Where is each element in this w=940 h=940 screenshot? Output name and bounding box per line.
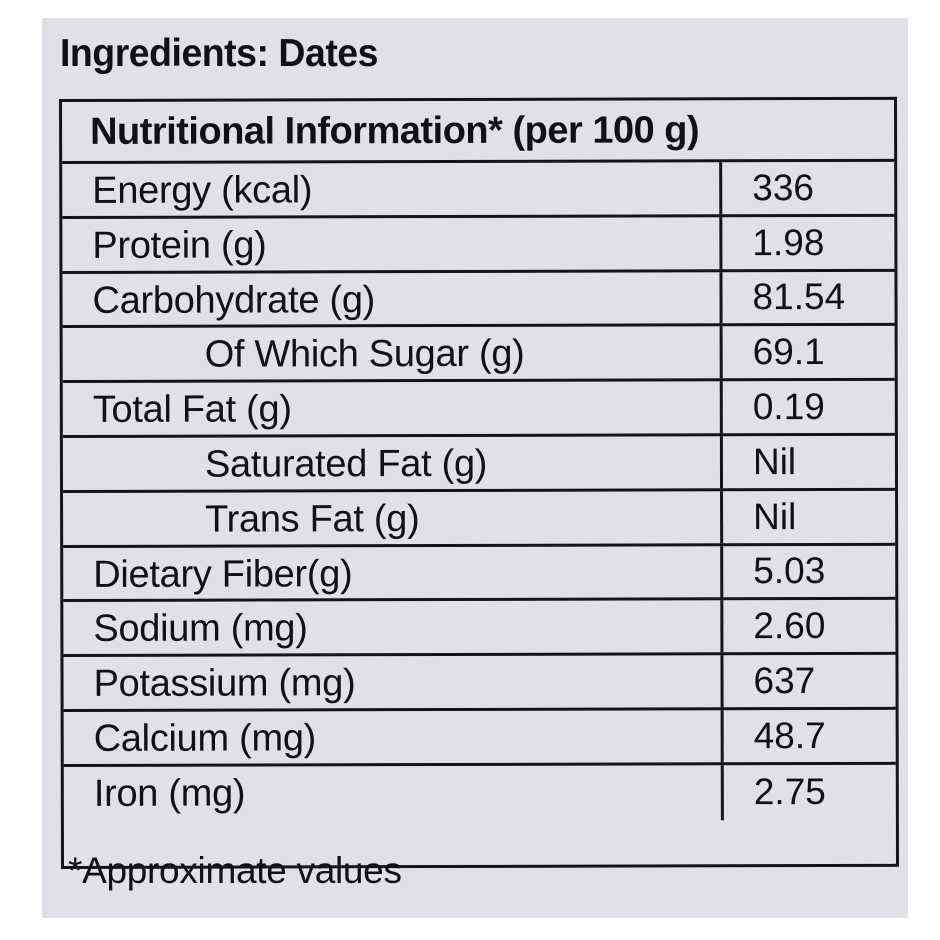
- row-name: Calcium (mg): [93, 717, 317, 760]
- row-value: Nil: [719, 435, 896, 489]
- table-row-energy: Energy (kcal) 336: [62, 161, 895, 219]
- table-row-carbohydrate: Carbohydrate (g) 81.54: [62, 271, 895, 329]
- row-value: 2.60: [720, 600, 896, 653]
- row-value: 5.03: [720, 545, 896, 598]
- row-value: Nil: [720, 490, 896, 543]
- table-row-sugar: Of Which Sugar (g) 69.1: [62, 326, 895, 384]
- table-row-dietary-fiber: Dietary Fiber(g) 5.03: [63, 545, 896, 603]
- row-value: 48.7: [720, 709, 896, 763]
- row-value: 69.1: [719, 326, 895, 379]
- row-value: 81.54: [719, 271, 895, 324]
- row-name: Protein (g): [92, 224, 267, 267]
- table-heading: Nutritional Information* (per 100 g): [90, 109, 700, 153]
- table-row-iron: Iron (mg) 2.75: [64, 764, 896, 822]
- table-row-sodium: Sodium (mg) 2.60: [63, 600, 896, 658]
- ingredients-heading: Ingredients: Dates: [60, 32, 378, 75]
- row-name: Iron (mg): [93, 772, 246, 815]
- row-name: Of Which Sugar (g): [204, 333, 525, 377]
- row-value: 2.75: [720, 764, 896, 820]
- row-name: Saturated Fat (g): [204, 442, 488, 486]
- row-name: Energy (kcal): [92, 169, 313, 212]
- row-value: 1.98: [719, 216, 895, 269]
- nutrition-table: Nutritional Information* (per 100 g) Ene…: [59, 96, 900, 869]
- row-name: Sodium (mg): [93, 607, 308, 651]
- table-row-total-fat: Total Fat (g) 0.19: [62, 381, 895, 438]
- row-value: 637: [720, 654, 896, 708]
- table-row-trans-fat: Trans Fat (g) Nil: [63, 490, 896, 548]
- table-row-protein: Protein (g) 1.98: [62, 216, 895, 274]
- row-name: Total Fat (g): [92, 388, 292, 432]
- table-row-saturated-fat: Saturated Fat (g) Nil: [62, 435, 896, 493]
- table-row-calcium: Calcium (mg) 48.7: [63, 709, 896, 767]
- row-name: Dietary Fiber(g): [93, 552, 353, 596]
- row-name: Carbohydrate (g): [92, 278, 376, 322]
- table-row-potassium: Potassium (mg) 637: [63, 654, 896, 712]
- table-header: Nutritional Information* (per 100 g): [62, 99, 895, 164]
- row-name: Trans Fat (g): [205, 497, 420, 541]
- nutrition-label: Ingredients: Dates Nutritional Informati…: [42, 18, 908, 918]
- footnote: *Approximate values: [68, 850, 402, 891]
- row-value: 0.19: [719, 381, 895, 434]
- row-value: 336: [719, 161, 895, 215]
- row-name: Potassium (mg): [93, 662, 356, 706]
